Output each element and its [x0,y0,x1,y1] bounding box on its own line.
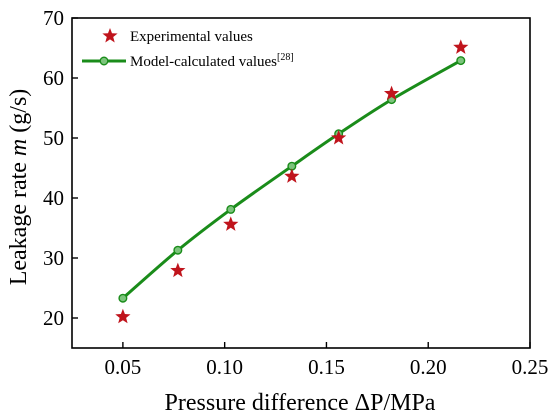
y-tick-label: 30 [43,246,64,270]
legend-experimental-label: Experimental values [130,29,253,45]
x-axis-title: Pressure difference ΔP/MPa [165,390,436,416]
legend-model-marker [82,56,126,66]
legend-star-icon [102,28,118,43]
model-data-point [456,56,466,66]
experimental-data-point [170,262,186,278]
x-tick-label: 0.10 [206,355,243,379]
experimental-data-point [331,130,347,145]
y-tick-label: 20 [43,306,64,330]
y-tick-label: 60 [43,66,64,90]
plot-area [71,17,531,349]
plot-frame [71,17,531,349]
legend-model-label-superscript: [28] [277,52,294,63]
experimental-data-point [383,85,400,101]
legend-experimental-marker [102,28,118,43]
data-marks [115,39,469,324]
y-axis-title: Leakage rate m (g/s) [6,89,32,286]
experimental-data-point [115,308,131,324]
x-tick-label: 0.05 [105,355,142,379]
model-data-point [226,204,236,214]
model-data-point [173,245,183,255]
experimental-data-point [453,39,469,54]
legend-model-label-text: Model-calculated values [130,54,277,70]
y-tick-label: 70 [43,6,64,30]
experimental-data-point [284,168,300,183]
y-tick-label: 50 [43,126,64,150]
y-axis-title-variable: m [6,139,32,156]
x-tick-label: 0.20 [410,355,447,379]
legend: Experimental values Model-calculated val… [82,28,294,70]
model-data-point [118,293,128,303]
y-axis-ticks: 20 30 40 50 60 70 [43,6,78,330]
x-tick-label: 0.15 [308,355,345,379]
x-tick-label: 0.25 [512,355,549,379]
y-axis-title-prefix: Leakage rate [6,156,32,285]
legend-model-label: Model-calculated values[28] [130,52,294,70]
experimental-data-point [223,216,239,231]
y-axis-title-suffix: (g/s) [6,89,32,139]
legend-circle-icon [99,56,109,66]
y-tick-label: 40 [43,186,64,210]
x-axis-ticks: 0.05 0.10 0.15 0.20 0.25 [105,342,549,379]
